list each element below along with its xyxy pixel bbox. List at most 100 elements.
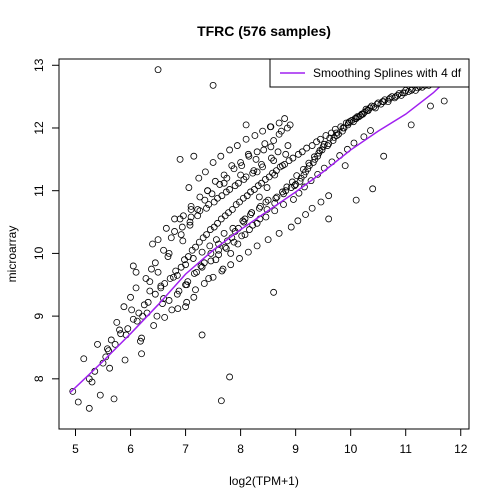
data-point [220,179,228,187]
data-point [271,171,279,179]
data-point [360,133,368,141]
data-point [270,157,278,164]
data-point [314,152,322,160]
data-point [260,146,268,154]
data-point [150,322,158,329]
x-tick-label: 12 [454,442,468,456]
data-point [251,132,259,139]
data-point [110,395,118,403]
data-point [128,306,136,314]
data-point [290,196,297,203]
data-point [138,334,145,342]
data-point [333,132,341,139]
data-point [182,303,189,311]
data-point [249,169,257,177]
data-point [289,154,297,162]
x-tick-label: 6 [127,442,134,456]
data-point [244,248,252,256]
data-point [116,326,123,334]
data-point [184,253,192,260]
data-point [244,150,252,158]
data-point [242,121,250,129]
data-point [207,257,215,265]
data-point [74,398,82,406]
data-point [175,287,183,295]
data-point [236,255,243,262]
data-point [264,236,272,244]
data-point [261,176,269,183]
data-point [94,340,101,348]
data-point [217,152,225,160]
data-point [135,309,143,317]
data-point [113,318,121,326]
data-point [160,295,167,302]
data-point [208,190,216,198]
data-point [291,182,298,190]
data-point [440,97,448,105]
data-point [212,256,220,264]
data-point [272,194,280,202]
data-point [229,224,237,232]
data-point [142,275,150,282]
data-point [209,273,217,281]
data-point [238,162,246,170]
data-point [69,387,77,395]
data-point [317,198,325,206]
data-point [294,217,302,225]
data-point [88,378,96,386]
x-tick-label: 7 [182,442,189,456]
data-point [239,217,247,225]
data-point [217,215,225,223]
data-point [277,127,285,135]
data-point [263,184,271,191]
data-point [154,268,162,276]
data-point [195,174,203,182]
data-point [284,142,292,149]
smoothing-spline-line [69,74,454,394]
data-point [127,293,134,301]
data-point [294,150,302,158]
data-point [345,119,352,127]
data-point [215,251,223,259]
data-point [117,330,125,338]
data-point [182,261,189,269]
data-point [285,157,293,164]
data-point [174,305,182,312]
data-point [281,115,289,122]
data-point [214,194,221,202]
data-point [120,303,128,311]
data-point [80,355,88,363]
data-point [177,231,185,238]
data-point [206,226,214,233]
data-point [176,215,184,223]
data-point [274,148,282,156]
data-point [195,238,203,246]
data-point [173,271,181,279]
data-point [279,188,286,196]
data-point [111,340,119,348]
data-point [132,284,140,292]
data-point [230,238,238,246]
data-point [237,159,245,166]
data-point [176,155,184,163]
data-point [200,259,208,267]
data-point [401,89,409,97]
data-point [255,204,263,212]
data-point [239,194,247,202]
data-point [362,105,370,113]
data-point [370,103,378,111]
data-point [258,179,265,187]
data-point [283,183,291,191]
data-point [190,152,198,160]
x-tick-label: 10 [344,442,358,456]
data-point [250,186,258,193]
legend: Smoothing Splines with 4 df [269,58,470,88]
data-point [186,218,194,226]
data-point [350,139,358,147]
data-point [220,229,228,237]
data-point [161,280,169,287]
data-point [326,134,334,142]
data-point [146,287,154,295]
data-point [196,207,204,215]
